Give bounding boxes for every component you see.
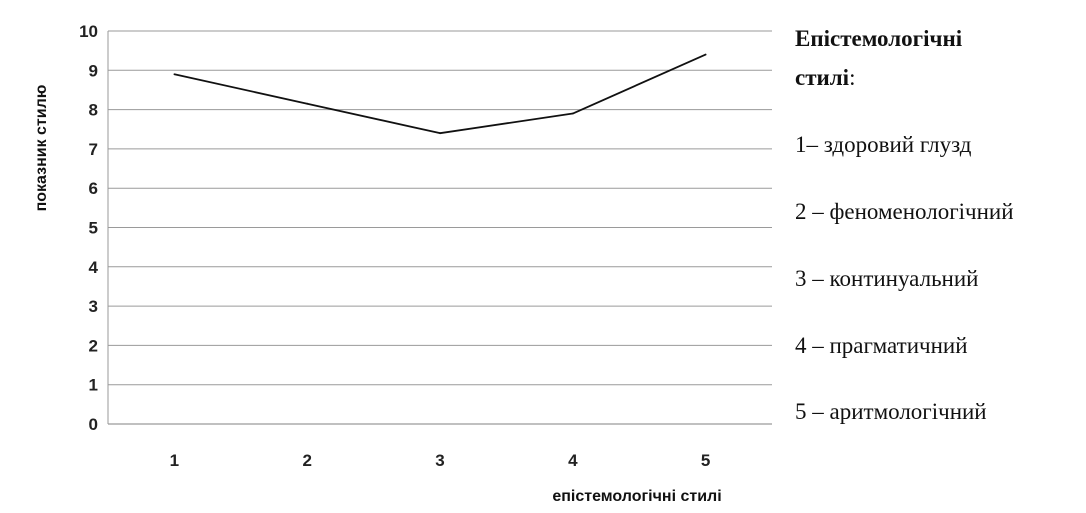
legend-item-2: 2 – феноменологічний [795,199,1014,224]
data-point [306,102,309,105]
x-tick-labels: 1 2 3 4 5 [170,451,711,470]
y-tick-label: 7 [89,140,98,159]
data-point [173,73,176,76]
y-tick-label: 10 [79,22,98,41]
data-point [439,132,441,135]
y-tick-label: 5 [89,219,98,238]
y-tick-label: 2 [89,336,98,355]
series-line [174,53,706,135]
series-layer [173,53,707,135]
legend-title-line-1: Епістемологічні [795,26,963,51]
x-tick-label: 1 [170,451,179,470]
y-axis-title: показник стилю [33,84,50,211]
x-tick-label: 4 [568,451,578,470]
y-tick-label: 4 [89,258,99,277]
legend-item-1: 1– здоровий глузд [795,132,972,157]
legend-item-4: 4 – прагматичний [795,333,968,358]
x-tick-label: 2 [302,451,311,470]
legend: Епістемологічні стилі: 1– здоровий глузд… [795,26,1014,424]
x-tick-label: 5 [701,451,710,470]
y-tick-label: 6 [89,179,98,198]
axes [107,31,772,425]
y-tick-label: 1 [89,376,98,395]
y-tick-label: 9 [89,61,98,80]
y-tick-label: 8 [89,101,98,120]
y-tick-labels: 0 1 2 3 4 5 6 7 8 9 10 [79,22,98,434]
legend-title-line-2: стилі: [795,65,855,90]
y-tick-label: 0 [89,415,98,434]
data-point [704,53,707,56]
legend-item-3: 3 – континуальний [795,266,978,291]
data-point [571,112,574,115]
legend-item-5: 5 – аритмологічний [795,399,987,424]
legend-title-colon: : [849,65,855,90]
x-axis-title: епістемологічні стилі [552,488,721,505]
legend-items: 1– здоровий глузд 2 – феноменологічний 3 –… [795,132,1014,424]
x-tick-label: 3 [435,451,444,470]
grid-lines [108,30,772,386]
y-tick-label: 3 [89,297,98,316]
